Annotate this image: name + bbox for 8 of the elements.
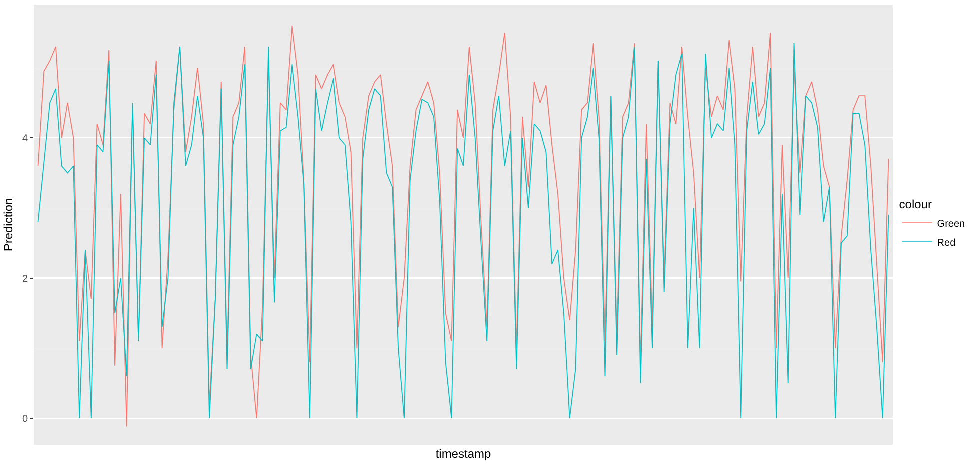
y-tick-label: 4 <box>22 134 28 145</box>
y-tick-label: 0 <box>22 414 28 425</box>
x-axis-title: timestamp <box>436 446 492 461</box>
legend-label: Red <box>937 238 956 249</box>
y-tick-label: 2 <box>22 274 28 285</box>
legend-title: colour <box>899 198 932 212</box>
legend-label: Green <box>937 219 966 230</box>
y-axis-title: Prediction <box>2 198 16 252</box>
